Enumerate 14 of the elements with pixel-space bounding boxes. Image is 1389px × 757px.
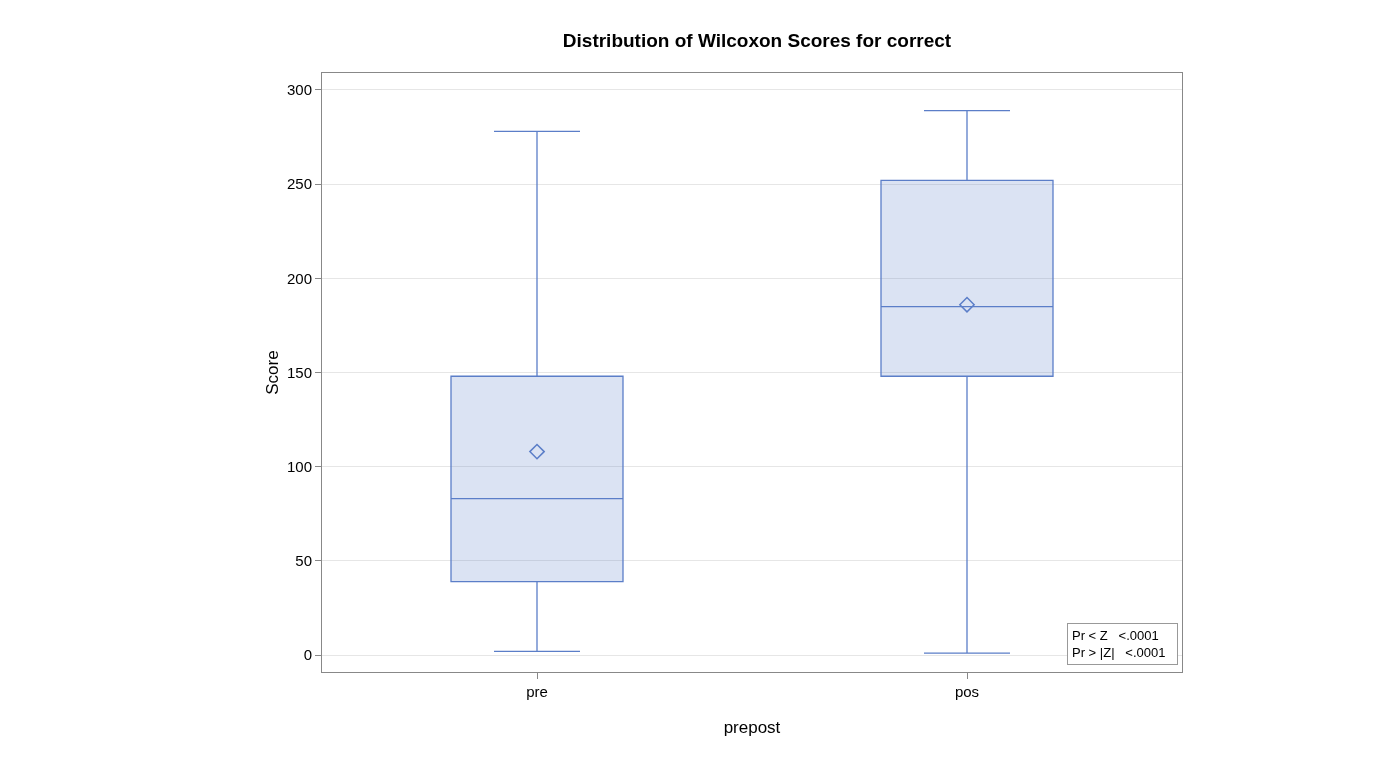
y-tick-label: 150: [286, 363, 312, 381]
x-axis-title: prepost: [723, 718, 781, 737]
annotation: Pr > |Z| <.0001: [1072, 644, 1173, 660]
chart-title: Distribution of Wilcoxon Scores for correct: [562, 30, 952, 52]
y-tick-label: 50: [295, 552, 312, 570]
y-tick-label: 300: [286, 81, 312, 99]
y-tick-label: 200: [286, 269, 312, 287]
annotation: Pr < Z <.0001: [1072, 628, 1159, 643]
y-axis-title: Score: [263, 350, 282, 395]
x-tick-label: pos: [954, 683, 980, 700]
y-tick-label: 100: [286, 457, 312, 475]
x-tick-label: pre: [526, 683, 548, 700]
y-tick-label: 0: [303, 646, 312, 664]
y-tick-label: 250: [286, 175, 312, 193]
